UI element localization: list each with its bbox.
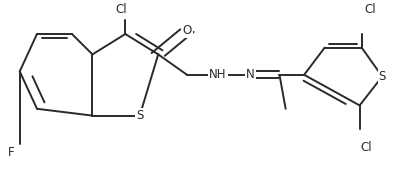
Text: NH: NH (209, 68, 226, 81)
Text: S: S (379, 70, 386, 83)
Text: N: N (246, 68, 255, 81)
Text: S: S (136, 109, 143, 122)
Text: Cl: Cl (115, 3, 127, 16)
Text: Cl: Cl (360, 141, 372, 154)
Text: F: F (8, 146, 15, 159)
Text: O: O (182, 24, 192, 37)
Text: Cl: Cl (364, 3, 376, 16)
